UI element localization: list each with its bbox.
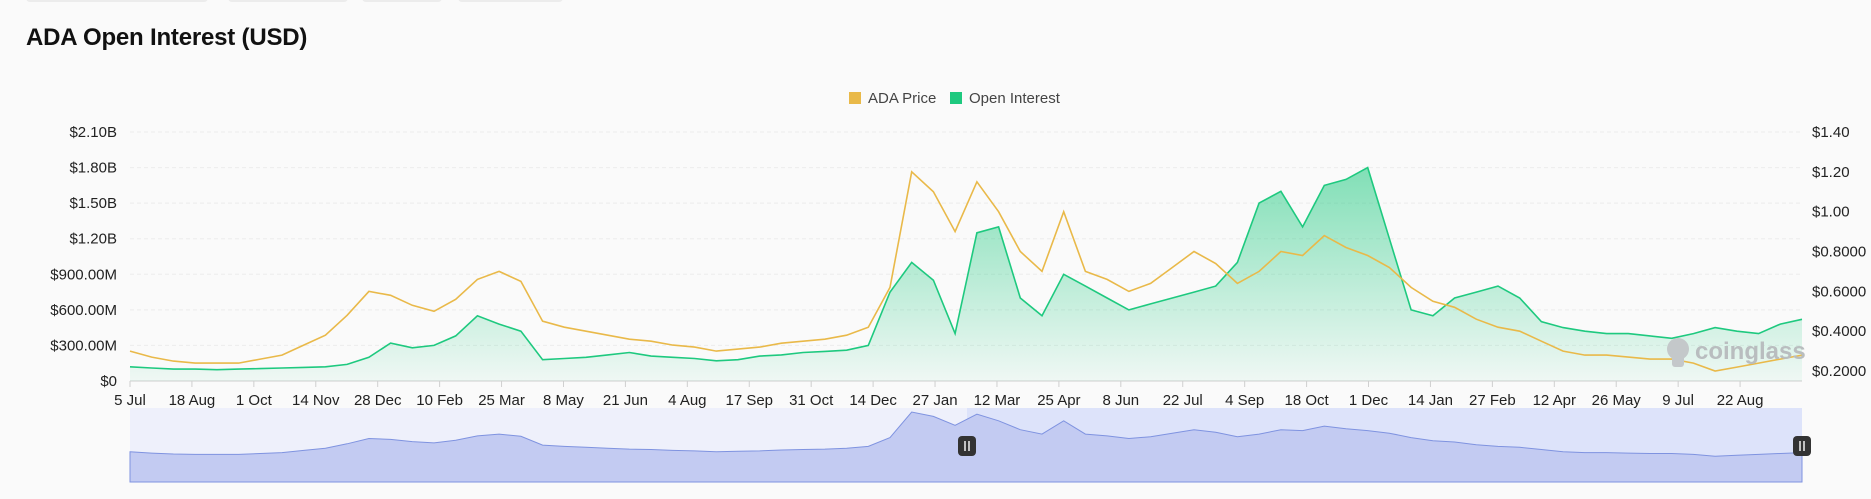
y-left-tick-label: $0 bbox=[100, 373, 117, 390]
y-left-tick-label: $900.00M bbox=[50, 266, 117, 283]
page-title: ADA Open Interest (USD) bbox=[26, 24, 308, 51]
x-tick-label: 17 Sep bbox=[725, 392, 773, 409]
y-left-tick-label: $300.00M bbox=[50, 337, 117, 354]
legend-label-price[interactable]: ADA Price bbox=[868, 90, 936, 107]
y-axis-left: $0 $300.00M $600.00M $900.00M $1.20B $1.50B $1… bbox=[50, 124, 117, 390]
legend-swatch-oi[interactable] bbox=[950, 92, 962, 104]
x-tick-label: 26 May bbox=[1592, 392, 1642, 409]
x-tick-label: 28 Dec bbox=[354, 392, 402, 409]
y-left-tick-label: $600.00M bbox=[50, 302, 117, 319]
y-right-tick-label: $1.40 bbox=[1812, 124, 1850, 141]
open-interest-area bbox=[130, 167, 1802, 381]
open-interest-line bbox=[129, 166, 1803, 371]
x-tick-label: 14 Jan bbox=[1408, 392, 1453, 409]
x-tick-label: 27 Jan bbox=[913, 392, 958, 409]
watermark-logo-icon bbox=[1667, 338, 1689, 360]
ada-price-line bbox=[129, 170, 1803, 372]
tab-stub[interactable] bbox=[458, 0, 563, 2]
x-tick-label: 21 Jun bbox=[603, 392, 648, 409]
x-tick-label: 12 Mar bbox=[974, 392, 1021, 409]
x-tick-label: 22 Aug bbox=[1717, 392, 1764, 409]
tab-stub[interactable] bbox=[362, 0, 442, 2]
y-left-tick-label: $1.50B bbox=[69, 195, 117, 212]
x-tick-label: 22 Jul bbox=[1163, 392, 1203, 409]
y-right-tick-label: $0.6000 bbox=[1812, 283, 1866, 300]
x-tick-label: 25 Mar bbox=[478, 392, 525, 409]
x-tick-label: 14 Nov bbox=[292, 392, 340, 409]
y-left-tick-label: $1.20B bbox=[69, 231, 117, 248]
range-navigator[interactable] bbox=[129, 408, 1811, 483]
x-tick-label: 18 Oct bbox=[1284, 392, 1329, 409]
watermark-logo-icon bbox=[1672, 355, 1684, 367]
y-left-tick-label: $1.80B bbox=[69, 160, 117, 177]
x-tick-label: 18 Aug bbox=[169, 392, 216, 409]
x-tick-label: 1 Oct bbox=[236, 392, 273, 409]
y-right-tick-label: $0.8000 bbox=[1812, 244, 1866, 261]
tab-stub[interactable] bbox=[228, 0, 348, 2]
watermark-text: coinglass bbox=[1695, 338, 1806, 365]
coinglass-watermark: coinglass bbox=[1667, 338, 1806, 367]
x-tick-label: 25 Apr bbox=[1037, 392, 1080, 409]
x-tick-label: 4 Aug bbox=[668, 392, 706, 409]
x-axis: 5 Jul 18 Aug 1 Oct 14 Nov 28 Dec 10 Feb 25 Mar… bbox=[114, 381, 1763, 409]
x-tick-label: 14 Dec bbox=[849, 392, 897, 409]
tab-stub[interactable] bbox=[26, 0, 208, 2]
y-left-tick-label: $2.10B bbox=[69, 124, 117, 141]
y-axis-right: $0.2000 $0.4000 $0.6000 $0.8000 $1.00 $1.20 $1… bbox=[1812, 124, 1866, 380]
x-tick-label: 1 Dec bbox=[1349, 392, 1389, 409]
y-right-tick-label: $0.4000 bbox=[1812, 323, 1866, 340]
x-tick-label: 12 Apr bbox=[1533, 392, 1576, 409]
navigator-handle-right[interactable] bbox=[1793, 436, 1811, 456]
legend: ADA Price Open Interest bbox=[849, 90, 1061, 107]
x-tick-label: 8 May bbox=[543, 392, 584, 409]
x-tick-label: 27 Feb bbox=[1469, 392, 1516, 409]
handle-right-icon[interactable] bbox=[1793, 436, 1811, 456]
legend-label-oi[interactable]: Open Interest bbox=[969, 90, 1061, 107]
x-tick-label: 9 Jul bbox=[1662, 392, 1694, 409]
y-right-tick-label: $1.20 bbox=[1812, 164, 1850, 181]
y-right-tick-label: $1.00 bbox=[1812, 204, 1850, 221]
x-tick-label: 8 Jun bbox=[1102, 392, 1139, 409]
x-tick-label: 10 Feb bbox=[416, 392, 463, 409]
legend-swatch-price[interactable] bbox=[849, 92, 861, 104]
x-tick-label: 5 Jul bbox=[114, 392, 146, 409]
y-right-tick-label: $0.2000 bbox=[1812, 363, 1866, 380]
navigator-handle-left[interactable] bbox=[958, 436, 976, 456]
handle-left-icon[interactable] bbox=[958, 436, 976, 456]
x-tick-label: 4 Sep bbox=[1225, 392, 1264, 409]
x-tick-label: 31 Oct bbox=[789, 392, 834, 409]
